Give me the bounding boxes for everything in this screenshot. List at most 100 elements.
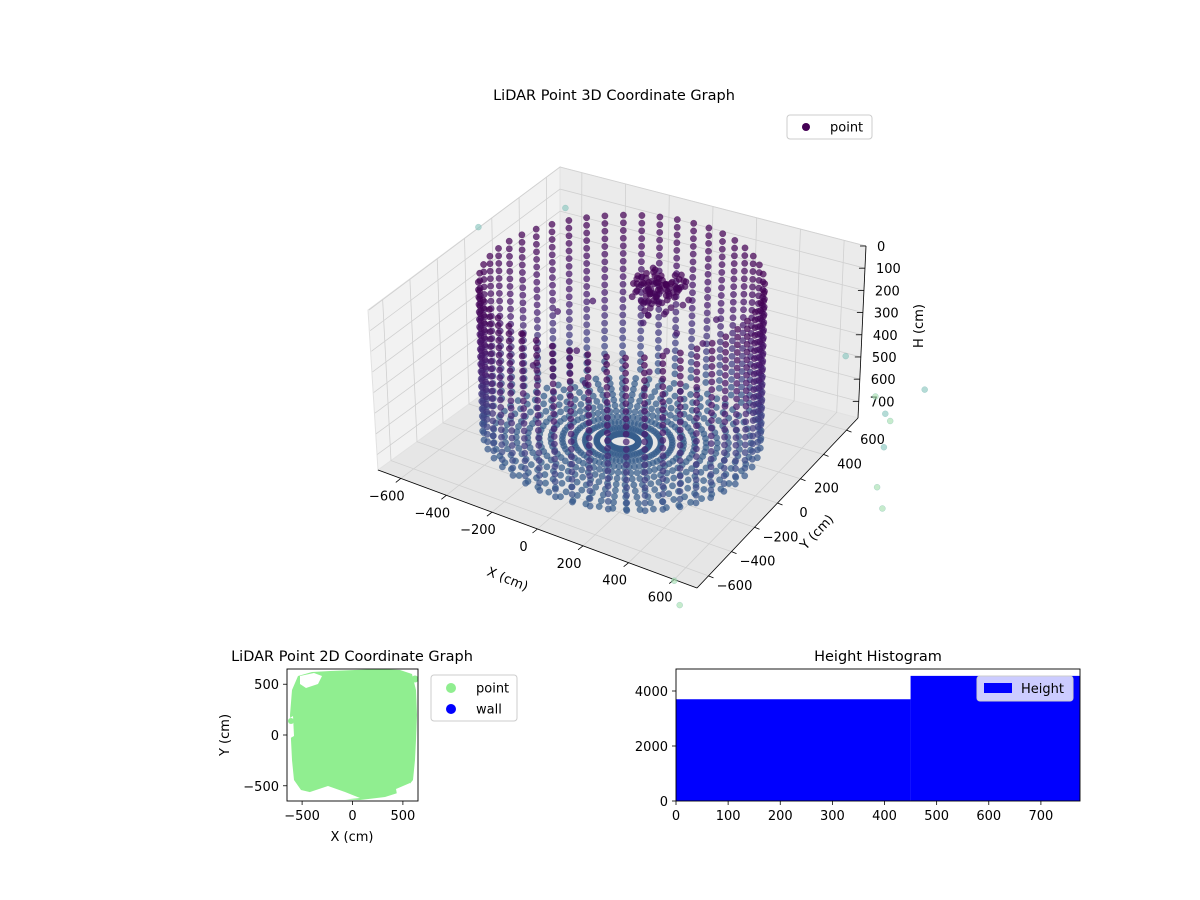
point-3d (707, 463, 715, 471)
point-3d (676, 480, 684, 488)
point-3d (704, 255, 712, 263)
point-3d (751, 316, 759, 324)
point-3d (557, 471, 565, 479)
point-3d (506, 374, 514, 382)
point-3d (495, 351, 503, 359)
point-3d (740, 298, 748, 306)
point-3d (689, 242, 697, 250)
point-3d (641, 392, 648, 400)
point-3d (601, 304, 609, 312)
point-3d (718, 276, 726, 284)
point-3d (659, 452, 667, 460)
point-3d (670, 474, 678, 482)
point-3d (534, 404, 542, 412)
point-3d (759, 270, 767, 278)
point-3d (744, 317, 751, 325)
point-3d (595, 503, 603, 510)
point-3d (749, 432, 757, 440)
point-3d (641, 438, 649, 446)
point-3d (486, 313, 494, 321)
point-3d (561, 457, 569, 465)
point-3d (479, 296, 487, 304)
x-axis-label-3d: X (cm) (485, 565, 530, 595)
point-3d (486, 260, 494, 268)
point-3d (505, 345, 513, 353)
point-3d (583, 244, 591, 252)
point-3d (507, 397, 515, 405)
point-3d (659, 498, 667, 506)
point-3d (688, 312, 696, 320)
point-3d (560, 386, 568, 394)
point-3d (519, 291, 527, 299)
point-3d (496, 366, 504, 374)
point-3d (508, 434, 516, 442)
point-3d (495, 244, 502, 252)
point-3d (571, 396, 579, 403)
point-3d (583, 344, 591, 352)
point-3d (583, 283, 591, 290)
point-cloud-2d (290, 669, 417, 800)
point-3d (612, 480, 620, 488)
z-tick-label-3d: 300 (874, 307, 899, 322)
point-3d (551, 485, 559, 493)
histogram-title: Height Histogram (814, 649, 942, 665)
point-3d (565, 278, 573, 285)
point-3d (583, 214, 591, 222)
point-3d (628, 293, 636, 301)
point-3d (488, 372, 495, 380)
point-3d (497, 411, 505, 419)
point-3d (598, 472, 606, 480)
point-3d (659, 490, 667, 498)
point-3d (740, 283, 748, 290)
point-3d (748, 463, 756, 471)
point-3d (583, 313, 591, 321)
point-3d (619, 273, 627, 281)
point-3d (495, 289, 503, 297)
point-3d (676, 457, 684, 465)
plot-area-2d (287, 669, 418, 801)
point-3d (737, 399, 745, 406)
point-3d (480, 304, 487, 312)
point-3d (742, 418, 750, 426)
point-3d (646, 288, 654, 296)
point-3d (603, 421, 611, 429)
point-3d (703, 332, 711, 340)
grid-line-z (372, 232, 864, 373)
point-3d (498, 463, 506, 471)
point-3d (550, 418, 558, 425)
point-3d (549, 296, 557, 304)
point-3d (689, 281, 697, 289)
point-3d (498, 448, 506, 456)
point-3d (749, 417, 757, 424)
point-3d (703, 324, 711, 332)
point-3d (601, 281, 609, 289)
point-3d-outlier (882, 410, 889, 418)
point-3d (550, 425, 558, 433)
z-tick-label-3d: 0 (877, 240, 885, 255)
point-3d (597, 497, 605, 505)
point-3d (716, 353, 724, 361)
ticks-hist: 0 100 200 300 400 500 600 700 0 2000 4000 (635, 685, 1053, 824)
point-3d (556, 393, 564, 401)
point-3d (495, 329, 502, 337)
point-3d (532, 344, 540, 352)
point-3d (596, 403, 604, 411)
point-3d (676, 418, 684, 426)
grid-line-y (409, 279, 732, 552)
point-3d (654, 336, 662, 344)
x-tick-label-3d: 0 (519, 540, 527, 555)
point-3d (533, 351, 541, 359)
point-3d (611, 492, 618, 500)
point-3d (730, 267, 738, 275)
point-3d (583, 267, 591, 275)
point-3d (659, 375, 667, 383)
point-3d (622, 423, 630, 431)
point-3d (659, 413, 667, 421)
point-3d (742, 379, 750, 387)
point-3d (733, 403, 740, 411)
point-2d-outlier (411, 675, 418, 683)
point-3d (748, 448, 756, 455)
point-3d (705, 239, 713, 247)
point-3d (549, 357, 557, 365)
point-3d (692, 430, 700, 437)
